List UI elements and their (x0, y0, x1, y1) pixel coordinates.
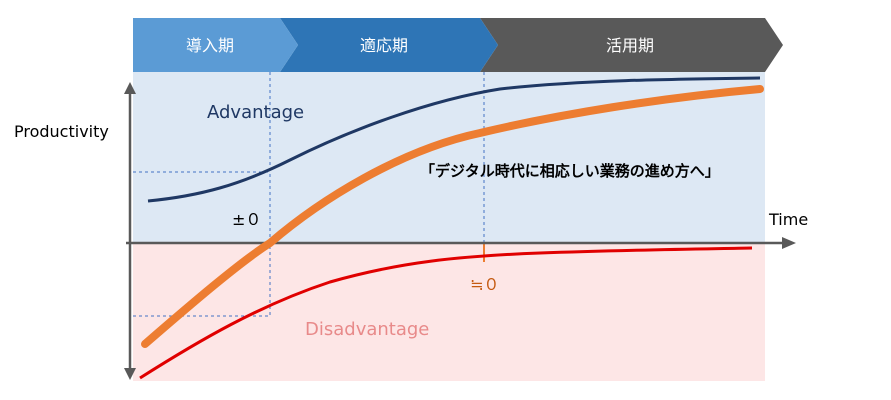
phase-arrow-3 (480, 18, 783, 72)
phase-label-intro: 導入期 (186, 36, 234, 55)
phase-arrow-2 (280, 18, 498, 72)
phase-label-adapt: 適応期 (360, 36, 408, 55)
y-axis-arrow-up (124, 82, 136, 94)
disadvantage-region (133, 243, 765, 381)
phase-arrow-1 (133, 18, 298, 72)
approx-zero-label: ≒０ (470, 275, 499, 294)
zero-cross-label: ±０ (232, 210, 261, 229)
phase-banner: 導入期 適応期 活用期 (133, 18, 783, 72)
y-axis-label: Productivity (14, 122, 109, 141)
advantage-curve (147, 76, 761, 203)
axes (124, 82, 796, 380)
y-axis-arrow-down (124, 368, 136, 380)
advantage-label: Advantage (207, 102, 304, 123)
x-axis-label: Time (768, 210, 808, 229)
disadvantage-label: Disadvantage (305, 319, 429, 340)
phase-label-utilize: 活用期 (606, 36, 654, 55)
net-productivity-curve (141, 85, 764, 348)
x-axis-arrow (782, 237, 796, 249)
disadvantage-curve (139, 246, 753, 380)
callout-text: 「デジタル時代に相応しい業務の進め方へ」 (420, 162, 720, 180)
